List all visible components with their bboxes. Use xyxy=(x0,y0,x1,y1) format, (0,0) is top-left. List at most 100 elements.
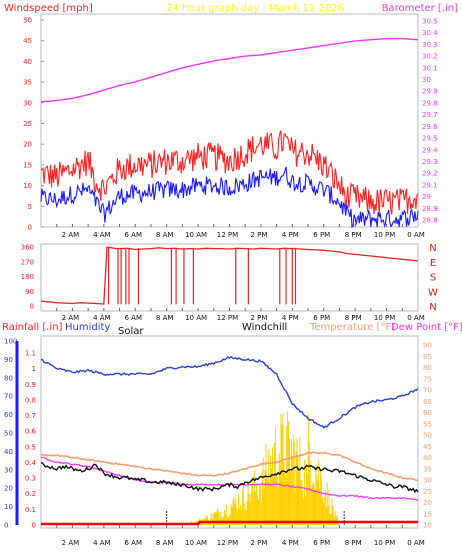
windspeed-tick-label: 20 xyxy=(23,141,32,149)
average-speed-series xyxy=(40,166,419,229)
humidity-tick-label: 90 xyxy=(4,356,13,364)
temperature-tick-label: 35 xyxy=(423,465,432,473)
rainfall-series xyxy=(41,520,418,526)
barometer-tick-label: 29.5 xyxy=(422,135,438,143)
humidity-tick-label: 30 xyxy=(4,466,13,474)
wind-time-label: 8 AM xyxy=(156,231,174,239)
rainfall-tick-label: 0.4 xyxy=(25,459,37,467)
windchill-series xyxy=(40,461,419,494)
temperature-tick-label: 65 xyxy=(423,398,432,406)
dir-time-label: 4 AM xyxy=(93,314,111,322)
direction-compass-label: E xyxy=(430,258,436,269)
barometer-tick-label: 30.3 xyxy=(422,41,438,49)
windspeed-tick-label: 45 xyxy=(23,37,32,45)
barometer-series xyxy=(40,37,419,103)
dewpoint-axis-title: Dew Point [°F] xyxy=(391,322,462,333)
temperature-tick-label: 30 xyxy=(423,477,432,485)
rainfall-axis-title: Rainfall [.in] xyxy=(2,322,63,333)
barometer-tick-label: 29.1 xyxy=(422,181,438,189)
temperature-tick-label: 45 xyxy=(423,443,432,451)
wind-time-label: 4 AM xyxy=(93,231,111,239)
humidity-tick-label: 20 xyxy=(4,485,13,493)
wind-time-label: 8 PM xyxy=(345,231,362,239)
humidity-tick-label: 60 xyxy=(4,411,13,419)
wind-time-label: 12 PM xyxy=(217,231,238,239)
dir-time-label: 6 PM xyxy=(313,314,330,322)
direction-tick-label: 0 xyxy=(30,303,34,311)
humidity-tick-label: 10 xyxy=(4,503,13,511)
temp-time-label: 4 AM xyxy=(93,539,111,547)
humidity-tick-label: 40 xyxy=(4,448,13,456)
barometer-tick-label: 28.8 xyxy=(422,217,438,225)
temperature-tick-label: 90 xyxy=(423,342,432,350)
dir-time-label: 4 PM xyxy=(282,314,299,322)
rainfall-tick-label: 0 xyxy=(32,522,36,530)
temp-time-label: 6 AM xyxy=(124,539,142,547)
rainfall-tick-label: 0.3 xyxy=(25,475,36,483)
humidity-tick-label: 80 xyxy=(4,374,13,382)
dir-time-label: 12 PM xyxy=(217,314,238,322)
dir-time-label: 10 PM xyxy=(374,314,395,322)
barometer-tick-label: 30.2 xyxy=(422,53,438,61)
barometer-tick-label: 29.3 xyxy=(422,158,438,166)
wind-direction-series xyxy=(40,246,419,305)
temp-time-label: 6 PM xyxy=(313,539,330,547)
rainfall-tick-label: 0.7 xyxy=(25,412,36,420)
humidity-tick-label: 100 xyxy=(4,338,17,346)
gust-speed-series xyxy=(40,130,419,215)
graph-date-title: 24 hour graph day : March 11 2026 xyxy=(166,3,344,14)
barometer-tick-label: 30.1 xyxy=(422,64,438,72)
direction-compass-label: N xyxy=(429,302,436,313)
windspeed-tick-label: 25 xyxy=(23,120,32,128)
wind-time-label: 2 PM xyxy=(250,231,267,239)
dir-time-label: 0 AM xyxy=(407,314,425,322)
barometer-tick-label: 30.5 xyxy=(422,18,438,26)
barometer-tick-label: 29.9 xyxy=(422,88,438,96)
wind-time-label: 2 AM xyxy=(62,231,80,239)
solar-axis-title: Solar xyxy=(118,326,144,337)
direction-tick-label: 360 xyxy=(21,244,34,252)
barometer-tick-label: 30.4 xyxy=(422,29,438,37)
windspeed-tick-label: 10 xyxy=(23,182,32,190)
direction-compass-label: N xyxy=(429,243,436,254)
dir-time-label: 8 PM xyxy=(345,314,362,322)
rainfall-tick-label: 1.1 xyxy=(25,350,36,358)
windchill-axis-title: Windchill xyxy=(242,322,287,333)
temperature-tick-label: 75 xyxy=(423,375,432,383)
humidity-tick-label: 50 xyxy=(4,430,13,438)
temp-time-label: 2 AM xyxy=(62,539,80,547)
rainfall-tick-label: 0.6 xyxy=(25,428,37,436)
humidity-series xyxy=(40,355,419,429)
wind-time-label: 10 PM xyxy=(374,231,395,239)
barometer-axis-title: Barometer [.in] xyxy=(382,3,458,14)
windspeed-tick-label: 15 xyxy=(23,161,32,169)
temp-time-label: 8 AM xyxy=(156,539,174,547)
wind-time-label: 6 AM xyxy=(124,231,142,239)
temperature-tick-label: 60 xyxy=(423,409,432,417)
windspeed-tick-label: 50 xyxy=(23,17,32,25)
rainfall-tick-label: 1 xyxy=(32,365,36,373)
barometer-tick-label: 30 xyxy=(422,76,431,84)
wind-time-label: 6 PM xyxy=(313,231,330,239)
windspeed-tick-label: 0 xyxy=(28,224,32,232)
barometer-tick-label: 29.7 xyxy=(422,111,438,119)
barometer-tick-label: 29.2 xyxy=(422,170,438,178)
temp-time-label: 0 AM xyxy=(407,539,425,547)
humidity-tick-label: 70 xyxy=(4,393,13,401)
dewpoint-series xyxy=(40,456,419,501)
dir-time-label: 8 AM xyxy=(156,314,174,322)
temperature-tick-label: 70 xyxy=(423,387,432,395)
wind-time-label: 4 PM xyxy=(282,231,299,239)
wind-time-label: 10 AM xyxy=(185,231,207,239)
temperature-series xyxy=(40,451,419,482)
dir-time-label: 2 AM xyxy=(62,314,80,322)
windspeed-axis-title: Windspeed [mph] xyxy=(4,3,93,14)
temp-time-label: 8 PM xyxy=(345,539,362,547)
windspeed-tick-label: 40 xyxy=(23,58,32,66)
windspeed-tick-label: 5 xyxy=(28,203,32,211)
temperature-tick-label: 85 xyxy=(423,353,432,361)
temperature-tick-label: 15 xyxy=(423,510,432,518)
direction-compass-label: S xyxy=(430,273,436,284)
temperature-tick-label: 25 xyxy=(423,488,432,496)
